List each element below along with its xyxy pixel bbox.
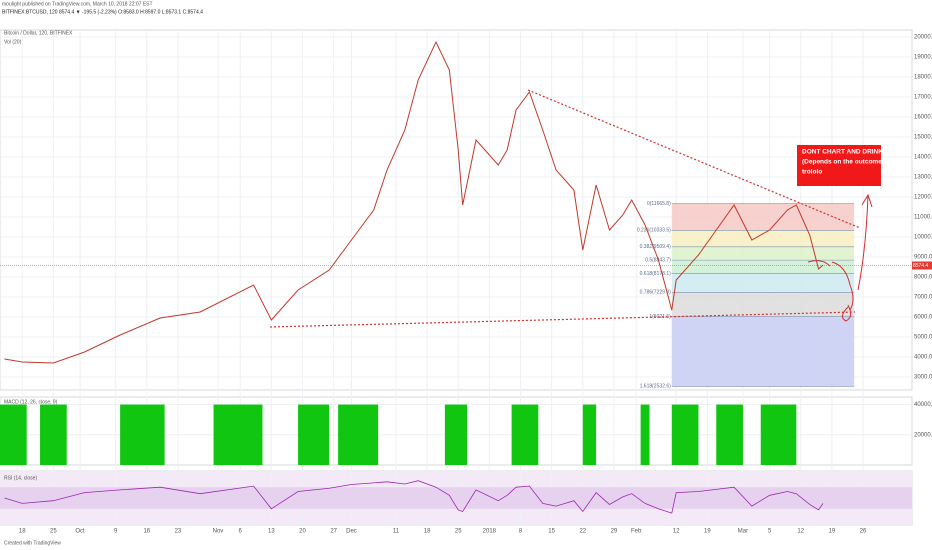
x-tick-label: 12 — [673, 529, 680, 535]
y-tick-label: 4000.0 — [914, 355, 932, 361]
x-tick-label: 15 — [548, 529, 555, 535]
macd-bar — [120, 404, 165, 465]
y-tick-label: 3000.0 — [914, 375, 932, 381]
publisher: moulight published on TradingView.com, M… — [2, 1, 153, 7]
y-tick-label: 14000.0 — [914, 155, 932, 161]
y-tick-label: 19000.0 — [914, 55, 932, 61]
y-tick-label: 6000.0 — [914, 315, 932, 321]
y-tick-label: 13000.0 — [914, 175, 932, 181]
macd-bar — [213, 404, 263, 465]
volume-label: Vol (20) — [4, 39, 22, 45]
x-tick-label: 26 — [860, 529, 867, 535]
macd-bar — [298, 404, 330, 465]
y-tick-label: 8000.0 — [914, 275, 932, 281]
x-tick-label: Dec — [346, 529, 357, 535]
y-tick-label: 17000.0 — [914, 95, 932, 101]
symbol-line: BITFINEX:BTCUSD, 120 8574.4 ▼ -195.5 (-2… — [2, 9, 203, 15]
x-tick-label: 8 — [519, 529, 523, 535]
rsi-line — [4, 480, 824, 514]
macd-bar — [671, 404, 699, 465]
x-tick-label: 5 — [768, 529, 772, 535]
macd-bar — [760, 404, 797, 465]
macd-bar — [338, 404, 379, 465]
fib-label: 0(11665.8) — [647, 201, 671, 207]
x-tick-label: 18 — [19, 529, 26, 535]
macd-bar — [0, 404, 27, 465]
plot-layer: 18 25 Oct 9 16 23 Nov 6 13 20 27 Dec 11 18 25 2018 8 15 22… — [0, 29, 932, 535]
fib-band — [671, 203, 855, 231]
fib-label: 0.236(10333.5) — [637, 228, 671, 234]
y-tick-label: 5000.0 — [914, 335, 932, 341]
fib-label: 0.786(7229.3) — [640, 290, 671, 296]
chart-title: Bitcoin / Dollar, 120, BITFINEX — [4, 30, 73, 36]
y-tick-label: 40000.0 — [914, 402, 932, 408]
x-tick-label: 6 — [239, 529, 243, 535]
annotation-text: DONT CHART AND DRINK — [802, 149, 883, 156]
x-tick-label: 18 — [424, 529, 431, 535]
annotation-box — [797, 145, 881, 186]
x-tick-label: 12 — [797, 529, 804, 535]
fib-label: 1(6021.6) — [649, 314, 671, 320]
macd-bar — [40, 404, 67, 465]
projection-arrows — [807, 193, 873, 322]
fib-band — [671, 273, 855, 293]
trend-line — [269, 311, 856, 328]
y-tick-label: 11000.0 — [914, 215, 932, 221]
x-tick-label: 11 — [393, 529, 400, 535]
y-tick-label: 15000.0 — [914, 135, 932, 141]
macd-title: MACD (12, 26, close, 9) — [4, 399, 58, 405]
x-tick-label: 27 — [330, 529, 337, 535]
macd-bar — [582, 404, 597, 465]
fib-label: 0.382(9509.4) — [640, 244, 671, 250]
macd-bar — [640, 404, 650, 465]
y-tick-label: 10000.0 — [914, 235, 932, 241]
x-tick-label: 20 — [299, 529, 306, 535]
x-tick-label: Mar — [738, 529, 748, 535]
x-tick-label: Oct — [75, 529, 85, 535]
y-tick-label: 20000.0 — [914, 35, 932, 41]
fib-band — [671, 230, 855, 247]
macd-bar — [511, 404, 539, 465]
y-tick-label: 12000.0 — [914, 195, 932, 201]
x-tick-label: 23 — [175, 529, 182, 535]
y-tick-label: 16000.0 — [914, 115, 932, 121]
fib-label: 0.618(8178.1) — [640, 271, 671, 277]
macd-bar — [444, 404, 468, 465]
y-tick-label: 20000.0 — [914, 432, 932, 438]
rsi-title: RSI (14, close) — [4, 475, 37, 481]
x-tick-label: 19 — [829, 529, 836, 535]
pane — [0, 29, 913, 391]
price-tag — [912, 261, 932, 270]
x-tick-label: 22 — [579, 529, 586, 535]
x-tick-label: 16 — [143, 529, 150, 535]
x-tick-label: 9 — [114, 529, 118, 535]
price-line — [4, 40, 824, 364]
y-tick-label: 7000.0 — [914, 295, 932, 301]
x-tick-label: Nov — [213, 529, 224, 535]
x-tick-label: 29 — [611, 529, 618, 535]
annotation-text: (Depends on the outcome) — [802, 159, 884, 166]
fib-label: 1.618(2532.6) — [640, 384, 671, 390]
fib-band — [671, 316, 855, 387]
annotation-text: trololo — [802, 169, 822, 176]
x-tick-label: 13 — [268, 529, 275, 535]
price-tag-label: 8574.4 — [913, 263, 929, 269]
x-tick-label: 25 — [455, 529, 462, 535]
x-tick-label: 19 — [704, 529, 711, 535]
x-tick-label: Feb — [631, 529, 642, 535]
macd-bar — [716, 404, 743, 465]
footer: Created with TradingView — [4, 540, 61, 546]
fib-band — [671, 260, 855, 274]
x-tick-label: 25 — [50, 529, 57, 535]
y-tick-label: 9000.0 — [914, 255, 932, 261]
fib-band — [671, 246, 855, 261]
y-tick-label: 18000.0 — [914, 75, 932, 81]
x-tick-label: 2018 — [483, 529, 497, 535]
